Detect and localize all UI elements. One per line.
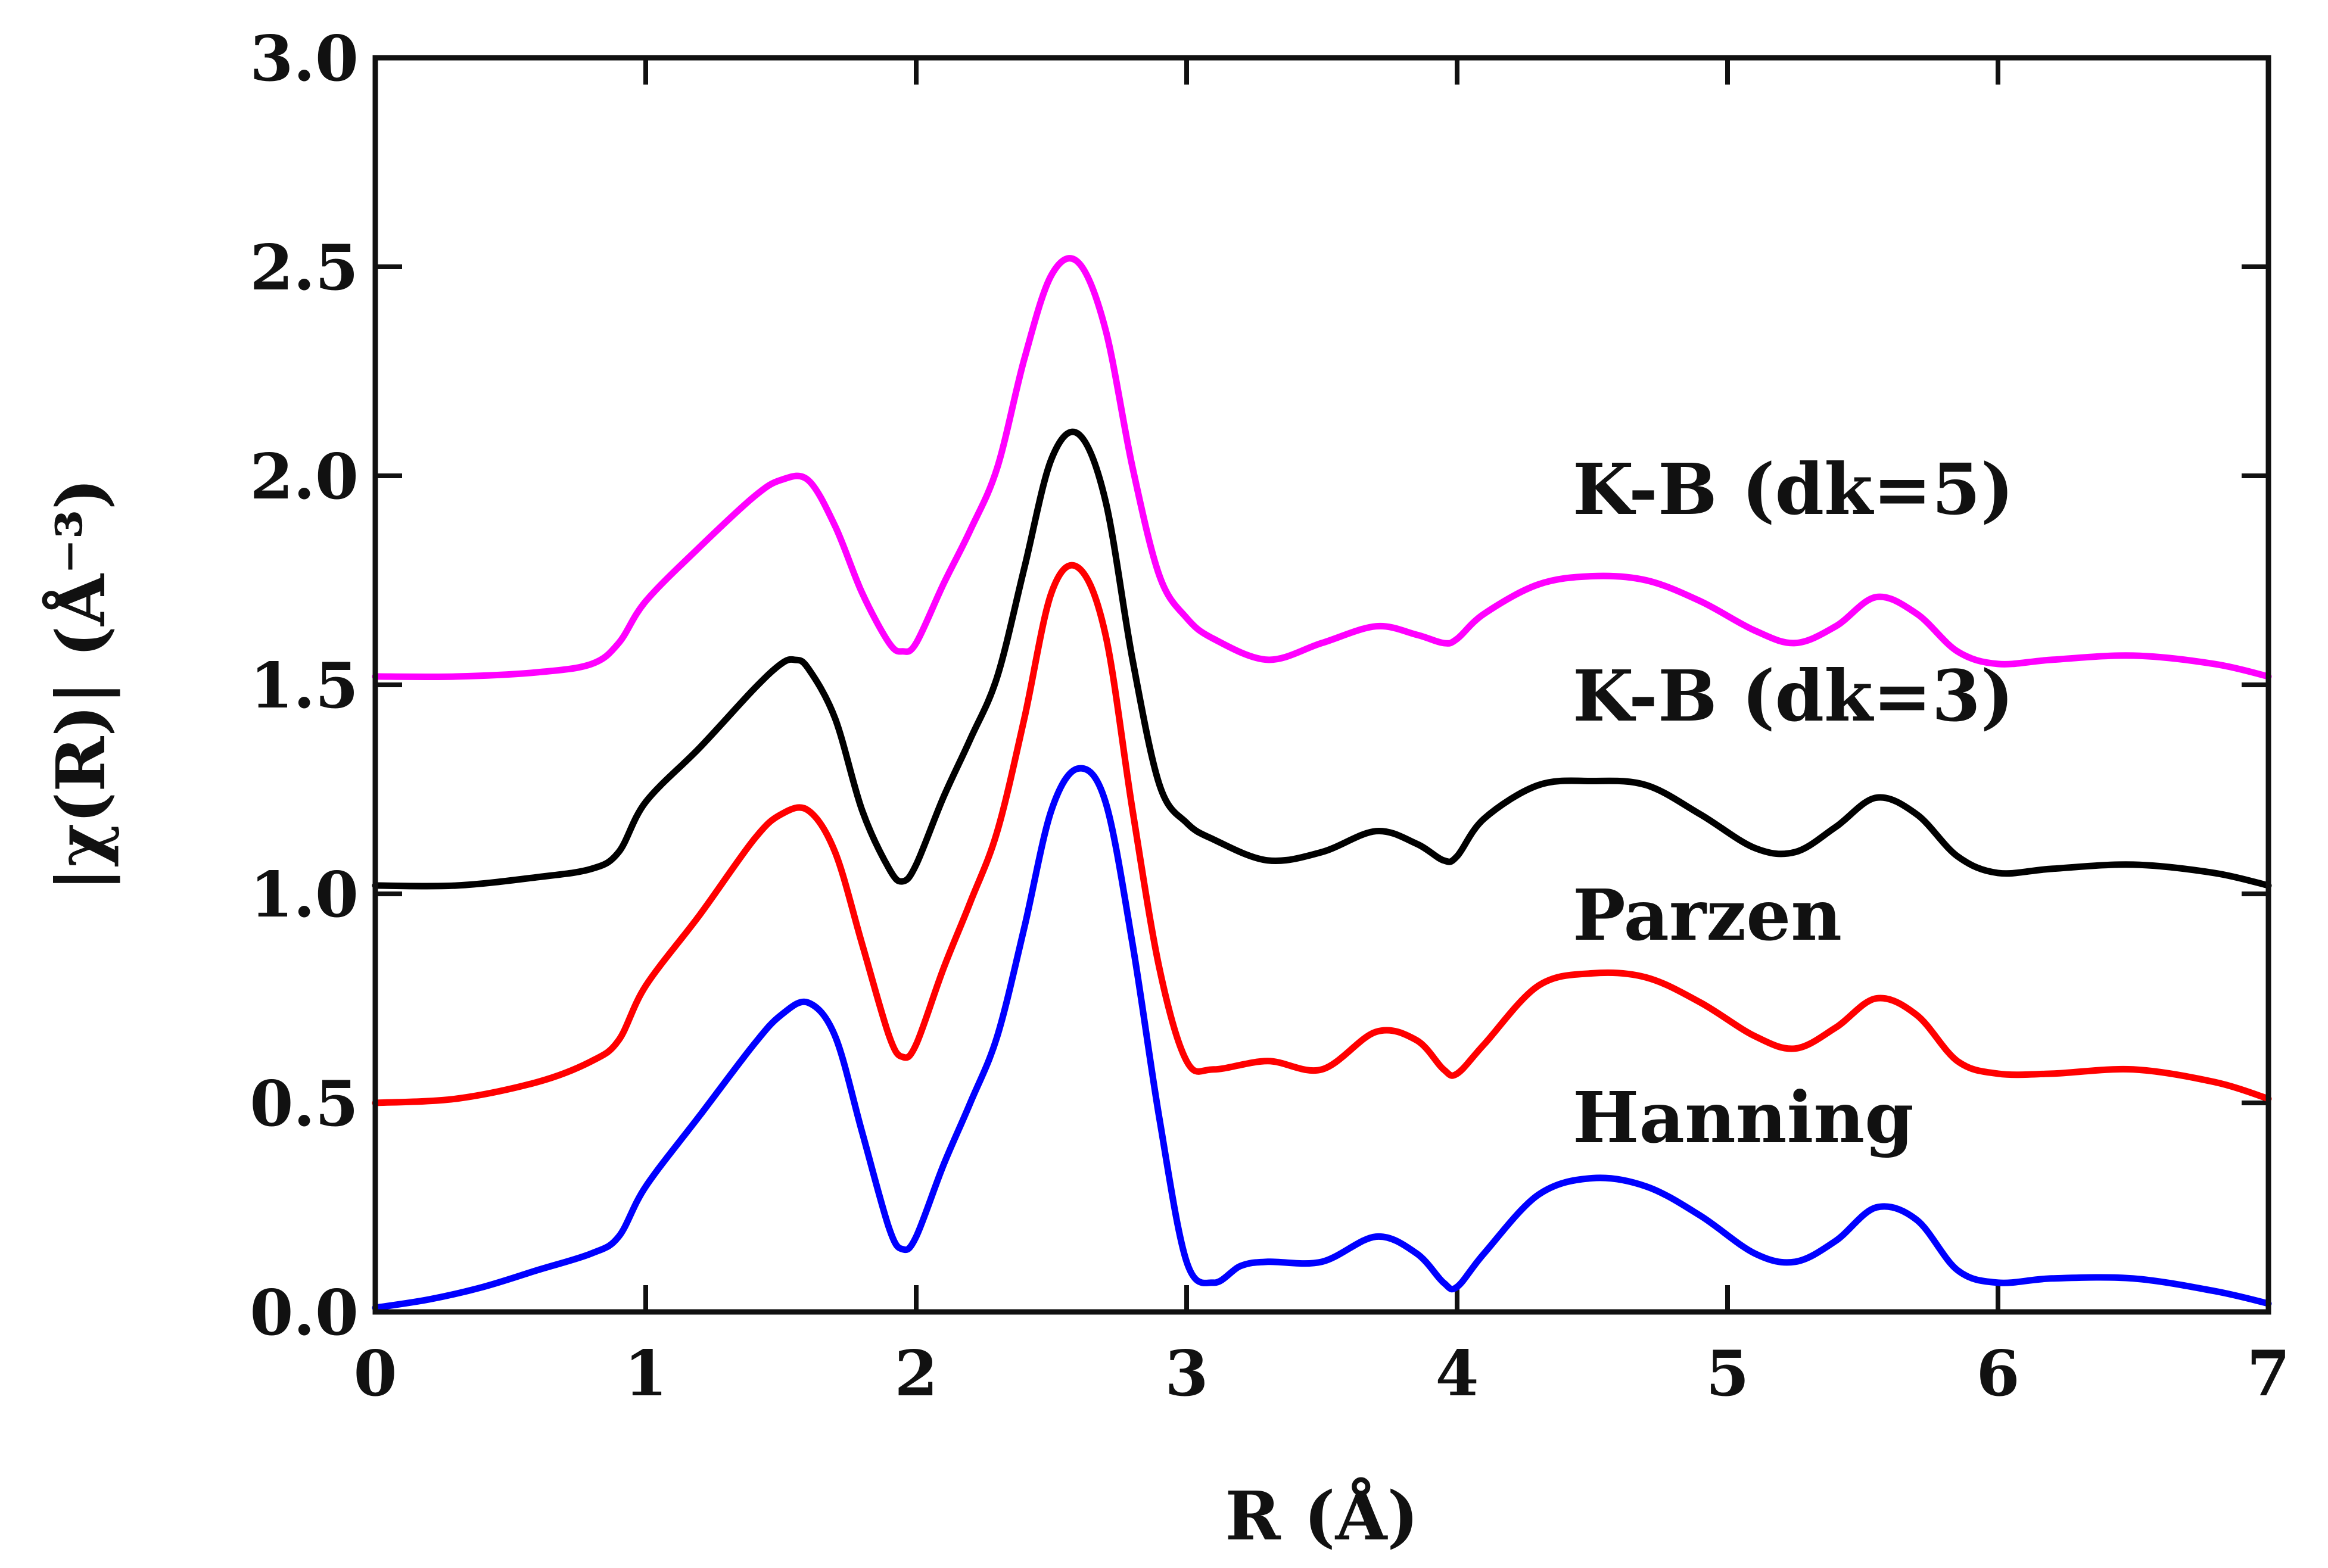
series-line-parzen [372,562,2272,1106]
series-line-hanning [372,765,2272,1311]
x-tick-label-6: 6 [1976,1336,2019,1410]
x-tick-label-0: 0 [353,1336,397,1410]
series-label-kb5: K-B (dk=5) [1573,448,2014,531]
y-tick-label-5: 2.5 [250,230,359,304]
series-line-k-b-dk-3 [372,428,2272,890]
x-tick-label-2: 2 [894,1336,938,1410]
y-tick-label-4: 2.0 [250,439,359,513]
x-axis-label: R (Å) [1225,1477,1419,1555]
x-tick-label-7: 7 [2246,1336,2290,1410]
series-label-parzen: Parzen [1573,874,1842,956]
plot-frame [372,55,2271,1315]
y-tick-label-3: 1.5 [250,649,359,722]
y-axis-label: |χ(R)| (Å⁻³) [42,478,120,891]
x-tick-label-1: 1 [624,1336,667,1410]
x-tick-label-3: 3 [1165,1336,1208,1410]
x-tick-label-5: 5 [1705,1336,1749,1410]
y-tick-label-2: 1.0 [250,858,359,931]
series-label-hanning: Hanning [1573,1076,1914,1159]
series-line-k-b-dk-5 [372,255,2272,680]
y-tick-label-0: 0.0 [250,1276,359,1349]
x-tick-label-4: 4 [1435,1336,1479,1410]
tick-labels: 0 1 2 3 4 5 6 7 0.0 0.5 1.0 1.5 2.0 2.5 3.0 [250,21,2290,1410]
series-label-kb3: K-B (dk=3) [1573,654,2014,737]
y-tick-label-1: 0.5 [250,1067,359,1140]
series-lines [372,255,2272,1311]
y-tick-label-6: 3.0 [250,21,359,95]
